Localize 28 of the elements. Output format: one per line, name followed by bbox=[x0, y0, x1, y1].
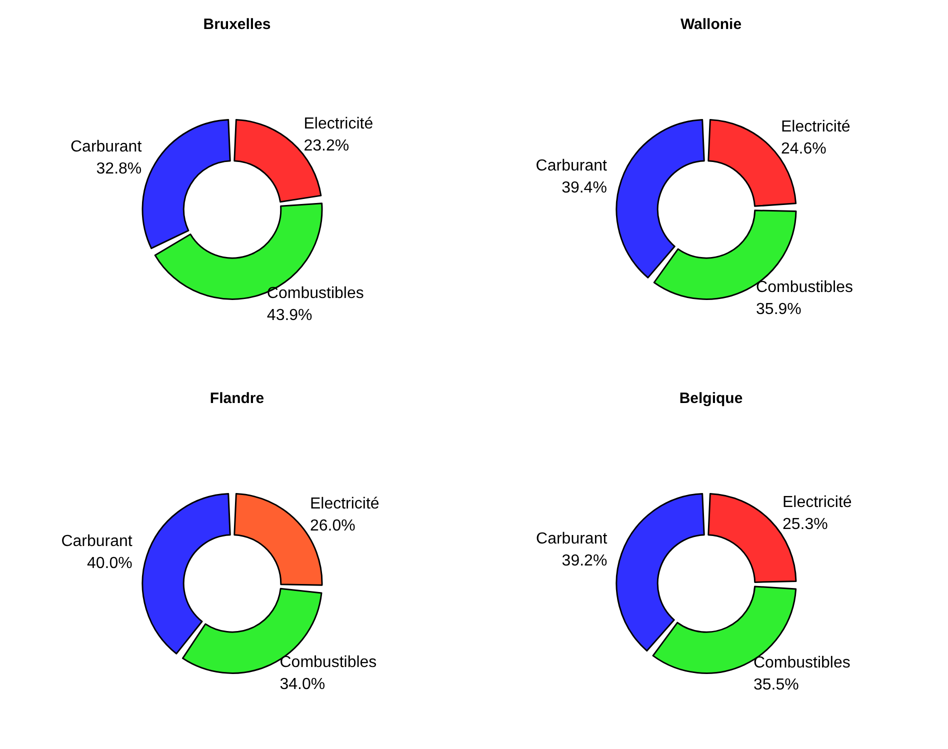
slice-label: Electricité bbox=[782, 494, 852, 512]
slice-label: Carburant bbox=[536, 157, 608, 174]
chart-title: Bruxelles bbox=[203, 16, 271, 33]
chart-title: Belgique bbox=[679, 390, 743, 407]
slice-label: Carburant bbox=[70, 138, 142, 156]
data-label: 25.3% bbox=[782, 516, 828, 534]
slice-label: Electricité bbox=[304, 116, 374, 133]
slice-label: Combustibles bbox=[280, 654, 377, 672]
slice-label: Combustibles bbox=[756, 279, 853, 296]
data-label: 39.2% bbox=[562, 552, 608, 570]
data-label: 35.5% bbox=[753, 676, 799, 694]
slice-label: Combustibles bbox=[753, 654, 850, 672]
slice-label: Electricité bbox=[780, 118, 850, 136]
slice-label: Electricité bbox=[310, 496, 380, 513]
data-label: 35.9% bbox=[756, 301, 802, 318]
data-label: 26.0% bbox=[310, 518, 356, 535]
data-label: 24.6% bbox=[780, 140, 826, 158]
chart-title: Wallonie bbox=[680, 16, 742, 33]
data-label: 32.8% bbox=[96, 160, 142, 178]
slice-label: Carburant bbox=[61, 533, 133, 550]
data-label: 23.2% bbox=[304, 138, 350, 155]
slice-label: Carburant bbox=[536, 530, 608, 548]
data-label: 43.9% bbox=[266, 307, 312, 324]
chart-title: Flandre bbox=[210, 390, 264, 407]
data-label: 39.4% bbox=[562, 179, 607, 196]
slice-label: Combustibles bbox=[266, 285, 364, 302]
data-label: 40.0% bbox=[87, 555, 132, 572]
data-label: 34.0% bbox=[280, 676, 326, 694]
